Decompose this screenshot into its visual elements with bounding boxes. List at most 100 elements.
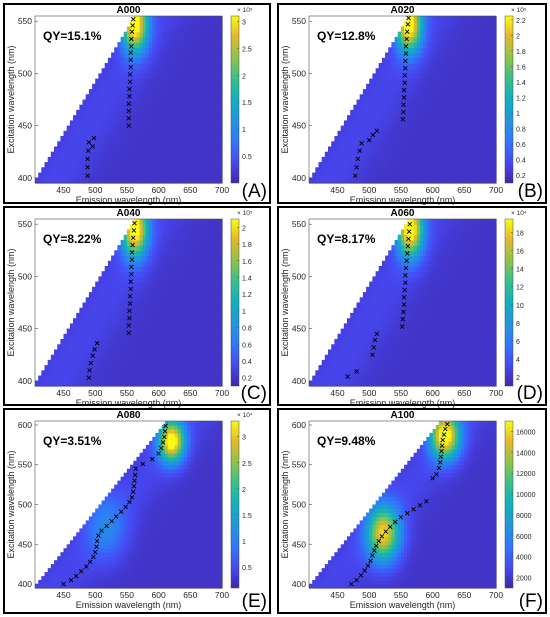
heatmap-cell	[95, 312, 99, 319]
heatmap-cell	[400, 156, 405, 163]
heatmap-cell	[193, 219, 198, 225]
heatmap-cell	[196, 234, 201, 241]
heatmap-cell	[464, 83, 469, 90]
heatmap-cell	[104, 177, 109, 184]
heatmap-cell	[193, 104, 198, 111]
heatmap-cell	[206, 104, 210, 111]
heatmap-cell	[180, 172, 185, 179]
heatmap-cell	[394, 162, 399, 168]
heatmap-cell	[76, 146, 80, 153]
heatmap-cell	[69, 151, 74, 158]
heatmap-cell	[483, 89, 488, 95]
heatmap-cell	[104, 328, 109, 335]
heatmap-cell	[133, 36, 138, 43]
heatmap-cell	[171, 219, 176, 225]
heatmap-cell	[41, 370, 46, 377]
heatmap-cell	[149, 359, 153, 366]
data-point-marker	[374, 128, 380, 134]
heatmap-cell	[187, 286, 191, 293]
heatmap-cell	[209, 99, 214, 106]
heatmap-cell	[155, 78, 160, 85]
heatmap-cell	[114, 83, 118, 90]
heatmap-cell	[429, 52, 434, 59]
heatmap-cell	[126, 260, 131, 267]
heatmap-cell	[445, 375, 450, 382]
heatmap-cell	[410, 141, 415, 148]
heatmap-cell	[120, 78, 125, 85]
heatmap-cell	[394, 146, 399, 153]
heatmap-cell	[161, 57, 166, 64]
heatmap-cell	[41, 177, 46, 184]
heatmap-cell	[164, 73, 169, 80]
heatmap-cell	[139, 307, 144, 314]
heatmap-cell	[139, 136, 144, 142]
heatmap-cell	[492, 63, 497, 69]
heatmap-cell	[203, 234, 207, 241]
heatmap-cell	[388, 130, 392, 137]
heatmap-cell	[98, 318, 103, 324]
heatmap-cell	[432, 83, 437, 90]
heatmap-cell	[76, 177, 80, 184]
heatmap-cell	[104, 94, 109, 101]
heatmap-cell	[486, 36, 491, 43]
heatmap-cell	[206, 89, 210, 95]
heatmap-cell	[423, 141, 427, 148]
heatmap-cell	[464, 328, 469, 335]
heatmap-cell	[76, 328, 80, 335]
heatmap-cell	[120, 89, 125, 95]
heatmap-cell	[426, 151, 431, 158]
heatmap-cell	[92, 375, 96, 382]
heatmap-cell	[470, 109, 475, 116]
heatmap-cell	[120, 73, 125, 80]
heatmap-cell	[187, 333, 191, 340]
heatmap-cell	[190, 312, 195, 319]
heatmap-cell	[378, 151, 383, 158]
heatmap-cell	[492, 380, 497, 387]
heatmap-cell	[435, 344, 440, 351]
heatmap-cell	[353, 104, 358, 111]
heatmap-cell	[171, 302, 176, 309]
heatmap-cell	[54, 370, 58, 377]
heatmap-cell	[464, 349, 469, 356]
heatmap-cell	[212, 333, 217, 340]
heatmap-cell	[429, 380, 434, 387]
heatmap-cell	[180, 125, 185, 132]
heatmap-cell	[206, 151, 210, 158]
heatmap-cell	[184, 141, 188, 148]
heatmap-cell	[340, 151, 345, 158]
heatmap-cell	[448, 120, 453, 127]
heatmap-cell	[123, 63, 128, 69]
heatmap-cell	[419, 52, 424, 59]
heatmap-cell	[95, 104, 99, 111]
heatmap-cell	[92, 312, 96, 319]
heatmap-cell	[190, 318, 195, 324]
heatmap-cell	[66, 136, 71, 142]
heatmap-cell	[416, 370, 421, 377]
heatmap-cell	[114, 115, 118, 121]
heatmap-cell	[164, 286, 169, 293]
heatmap-cell	[123, 83, 128, 90]
heatmap-cell	[66, 141, 71, 148]
heatmap-cell	[362, 380, 367, 387]
heatmap-cell	[477, 115, 481, 121]
heatmap-cell	[126, 365, 131, 371]
heatmap-cell	[164, 266, 169, 272]
heatmap-cell	[486, 375, 491, 382]
heatmap-cell	[63, 333, 68, 340]
heatmap-cell	[130, 151, 134, 158]
heatmap-cell	[209, 156, 214, 163]
heatmap-cell	[104, 339, 109, 345]
heatmap-cell	[416, 89, 421, 95]
heatmap-cell	[381, 354, 386, 361]
heatmap-cell	[63, 349, 68, 356]
heatmap-cell	[477, 94, 481, 101]
heatmap-cell	[190, 63, 195, 69]
heatmap-cell	[60, 349, 65, 356]
heatmap-cell	[448, 109, 453, 116]
heatmap-cell	[419, 26, 424, 33]
heatmap-cell	[145, 141, 150, 148]
heatmap-cell	[196, 219, 201, 225]
heatmap-cell	[149, 344, 153, 351]
heatmap-cell	[171, 245, 176, 251]
heatmap-cell	[149, 136, 153, 142]
